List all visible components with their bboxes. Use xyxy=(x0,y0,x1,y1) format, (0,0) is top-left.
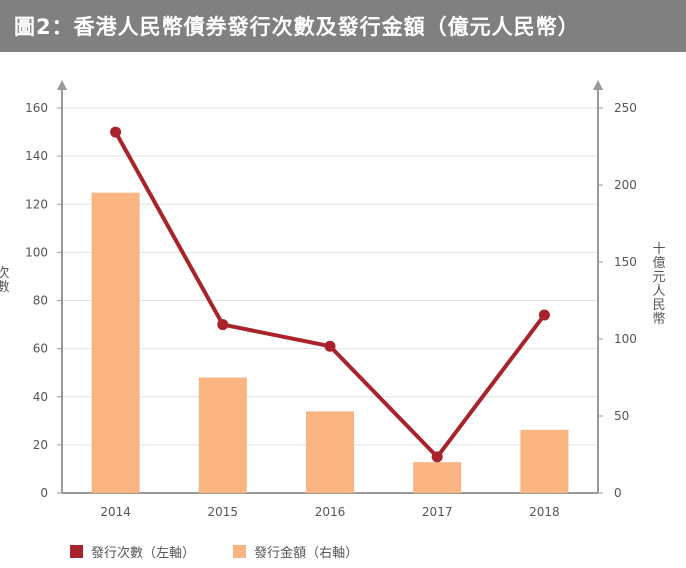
line-series xyxy=(110,126,550,463)
x-tick-label: 2014 xyxy=(100,505,131,519)
left-tick-label: 120 xyxy=(25,197,48,211)
axis-titles: 次數 十億元人民幣 xyxy=(0,242,666,327)
legend-item-count: 發行次數（左軸） xyxy=(70,542,195,561)
right-axis-title: 十億元人民幣 xyxy=(652,242,665,327)
bar xyxy=(91,192,140,493)
bar xyxy=(413,462,462,493)
x-tick-label: 2016 xyxy=(315,505,346,519)
bar xyxy=(198,377,247,493)
legend-swatch-bar xyxy=(233,545,247,558)
right-tick-label: 200 xyxy=(614,178,637,192)
left-tick-label: 160 xyxy=(25,101,48,115)
x-tick-label: 2015 xyxy=(208,505,239,519)
line-point xyxy=(538,309,550,321)
legend-item-amount: 發行金額（右軸） xyxy=(233,542,358,561)
line-point xyxy=(431,451,443,463)
right-tick-label: 250 xyxy=(614,101,637,115)
left-tick-label: 20 xyxy=(33,438,48,452)
left-tick-label: 80 xyxy=(33,294,48,308)
left-tick-label: 100 xyxy=(25,245,48,259)
tick-labels: 0 20 40 60 80 100 120 140 160 0 50 100 150 200 250 2014… xyxy=(25,101,637,519)
right-axis-arrow xyxy=(593,80,603,90)
legend-swatch-line xyxy=(70,545,83,558)
title-bar: 圖2：香港人民幣債券發行次數及發行金額（億元人民幣） xyxy=(0,0,686,52)
left-axis-arrow xyxy=(57,80,67,90)
gridlines xyxy=(62,107,598,446)
x-tick-label: 2018 xyxy=(529,505,560,519)
bar-series xyxy=(91,192,569,493)
bar xyxy=(520,429,569,493)
line-point xyxy=(110,126,122,138)
legend-label-count: 發行次數（左軸） xyxy=(91,546,196,561)
x-tick-label: 2017 xyxy=(422,505,453,519)
right-tick-label: 150 xyxy=(614,255,637,269)
right-tick-label: 50 xyxy=(614,409,629,423)
line-point xyxy=(324,340,336,352)
left-tick-label: 40 xyxy=(33,390,48,404)
left-tick-label: 0 xyxy=(40,486,48,500)
chart-title: 圖2：香港人民幣債券發行次數及發行金額（億元人民幣） xyxy=(14,15,580,39)
left-axis-title: 次數 xyxy=(0,265,10,295)
right-tick-label: 0 xyxy=(614,486,622,500)
line-path xyxy=(113,131,546,459)
legend: 發行次數（左軸） 發行金額（右軸） xyxy=(70,542,392,562)
line-point xyxy=(217,319,229,331)
bar xyxy=(306,411,354,493)
right-tick-label: 100 xyxy=(614,332,637,346)
combo-chart: 0 20 40 60 80 100 120 140 160 0 50 100 150 200 250 2014… xyxy=(0,80,666,519)
left-tick-label: 140 xyxy=(25,149,48,163)
left-tick-label: 60 xyxy=(33,342,48,356)
legend-label-amount: 發行金額（右軸） xyxy=(254,546,359,561)
